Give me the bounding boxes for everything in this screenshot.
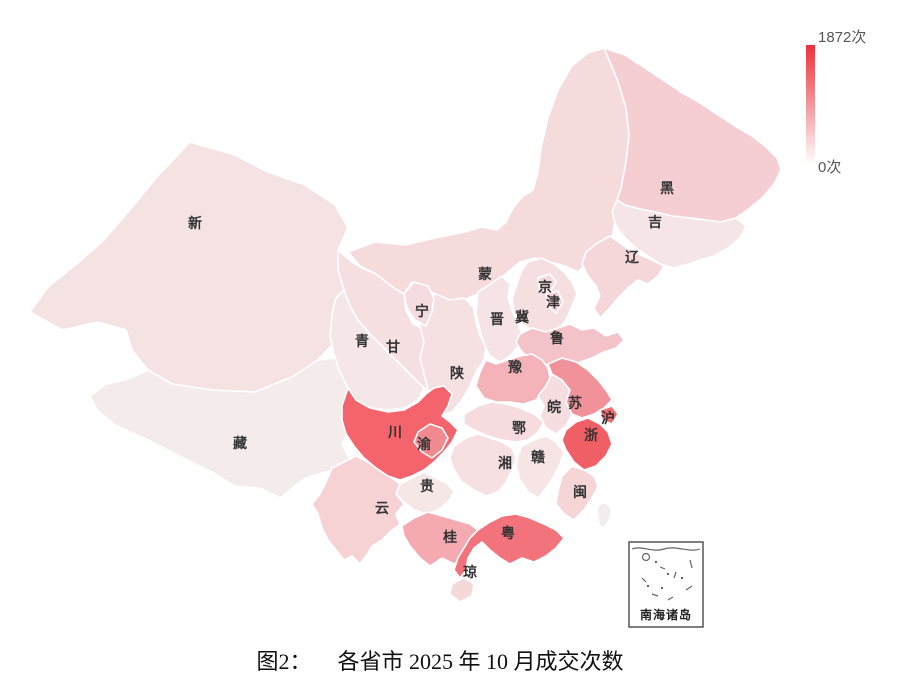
- label-zhejiang: 浙: [584, 427, 598, 443]
- label-shanxi: 晋: [490, 311, 504, 327]
- label-hebei: 冀: [515, 309, 529, 325]
- china-choropleth-map: 新 藏 青 甘 宁 蒙 陕 晋 冀 京 津 鲁 豫 鄂 皖 苏 沪 浙 赣 湘 …: [29, 29, 866, 628]
- label-jiangxi: 赣: [531, 449, 546, 465]
- province-hunan: [449, 433, 517, 497]
- label-xizang: 藏: [233, 435, 247, 451]
- label-beijing: 京: [538, 279, 552, 295]
- province-liaoning: [581, 235, 665, 319]
- label-henan: 豫: [508, 359, 522, 375]
- label-hainan: 琼: [463, 564, 477, 580]
- province-fujian: [555, 465, 599, 521]
- province-shapes: [29, 47, 782, 603]
- province-jilin: [611, 199, 747, 269]
- province-hainan: [449, 577, 475, 603]
- province-tianjin: [545, 290, 564, 314]
- province-guangdong: [453, 513, 565, 579]
- label-qinghai: 青: [355, 333, 369, 349]
- label-jilin: 吉: [648, 214, 662, 230]
- label-hubei: 鄂: [512, 420, 526, 436]
- province-shaanxi: [417, 293, 487, 415]
- province-beijing: [537, 273, 557, 293]
- province-labels: 新 藏 青 甘 宁 蒙 陕 晋 冀 京 津 鲁 豫 鄂 皖 苏 沪 浙 赣 湘 …: [188, 180, 674, 580]
- label-jiangsu: 苏: [568, 395, 582, 411]
- province-jiangsu: [547, 357, 613, 419]
- label-xinjiang: 新: [188, 215, 202, 231]
- label-guizhou: 贵: [420, 478, 434, 494]
- label-anhui: 皖: [547, 399, 561, 415]
- label-shanghai: 沪: [601, 410, 615, 426]
- caption-number: 图2：: [256, 649, 312, 674]
- label-sichuan: 川: [387, 424, 402, 440]
- south-china-sea-islands-marks: [631, 547, 701, 601]
- legend-max-label: 1872次: [818, 29, 866, 46]
- south-china-sea-islands-dots: [646, 560, 684, 590]
- label-hunan: 湘: [498, 455, 512, 471]
- province-taiwan: [596, 502, 612, 529]
- label-chongqing: 渝: [417, 436, 432, 452]
- province-jiangxi: [515, 435, 565, 499]
- label-yunnan: 云: [375, 500, 389, 516]
- label-shandong: 鲁: [549, 330, 564, 346]
- province-xinjiang: [29, 141, 353, 393]
- legend-min-label: 0次: [818, 159, 841, 176]
- label-fujian: 闽: [573, 484, 587, 500]
- legend-gradient-bar: [806, 45, 815, 165]
- province-ningxia: [403, 281, 435, 327]
- province-zhejiang: [561, 417, 613, 471]
- province-guizhou: [395, 471, 455, 515]
- label-guangdong: 粤: [501, 525, 515, 541]
- label-neimenggu: 蒙: [478, 266, 492, 282]
- label-heilongjiang: 黑: [660, 180, 674, 196]
- province-shanghai: [599, 405, 619, 425]
- color-legend: 1872次 0次: [806, 29, 866, 176]
- inset-label: 南海诸岛: [640, 607, 692, 622]
- label-tianjin: 津: [546, 294, 560, 310]
- figure-caption: 图2： 各省市 2025 年 10 月成交次数: [0, 644, 880, 676]
- south-china-sea-inset: 南海诸岛: [628, 541, 704, 628]
- label-gansu: 甘: [386, 339, 400, 355]
- inset-border: [628, 541, 704, 628]
- province-heilongjiang: [603, 47, 782, 223]
- label-guangxi: 桂: [442, 529, 457, 545]
- province-hubei: [463, 401, 545, 443]
- caption-text: 各省市 2025 年 10 月成交次数: [337, 649, 624, 674]
- label-liaoning: 辽: [625, 249, 640, 265]
- province-xizang: [89, 357, 359, 499]
- province-chongqing: [413, 423, 449, 459]
- label-ningxia: 宁: [415, 303, 429, 319]
- label-shaanxi: 陕: [450, 365, 464, 381]
